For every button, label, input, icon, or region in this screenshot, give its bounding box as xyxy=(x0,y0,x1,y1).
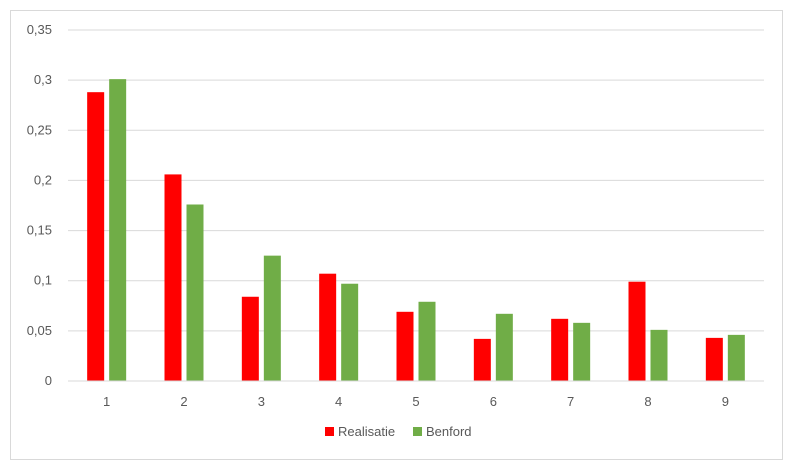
bar-realisatie-3 xyxy=(241,296,259,381)
bar-realisatie-6 xyxy=(473,338,491,381)
x-tick-label: 5 xyxy=(412,394,419,409)
bar-realisatie-9 xyxy=(705,337,723,381)
bar-realisatie-8 xyxy=(628,281,646,381)
x-tick-label: 3 xyxy=(258,394,265,409)
bar-benford-6 xyxy=(495,313,513,381)
bar-realisatie-4 xyxy=(319,273,337,381)
legend-label-realisatie: Realisatie xyxy=(338,424,395,439)
bar-realisatie-2 xyxy=(164,174,182,381)
bar-realisatie-5 xyxy=(396,311,414,381)
bar-benford-7 xyxy=(573,322,591,381)
y-tick-label: 0,35 xyxy=(27,22,52,37)
y-tick-label: 0,25 xyxy=(27,122,52,137)
bar-benford-2 xyxy=(186,204,204,381)
legend-swatch-benford xyxy=(413,427,422,436)
y-axis: 0 0,05 0,1 0,15 0,2 0,25 0,3 0,35 xyxy=(27,22,52,388)
x-tick-label: 9 xyxy=(722,394,729,409)
legend-label-benford: Benford xyxy=(426,424,472,439)
bar-benford-4 xyxy=(341,283,359,381)
chart-frame xyxy=(10,10,783,460)
x-tick-label: 4 xyxy=(335,394,342,409)
y-tick-label: 0 xyxy=(45,373,52,388)
bar-benford-1 xyxy=(109,79,127,381)
y-tick-label: 0,05 xyxy=(27,323,52,338)
y-tick-label: 0,3 xyxy=(34,72,52,87)
bar-benford-3 xyxy=(263,255,281,381)
legend: Realisatie Benford xyxy=(325,424,472,439)
y-tick-label: 0,15 xyxy=(27,223,52,238)
legend-swatch-realisatie xyxy=(325,427,334,436)
x-tick-label: 6 xyxy=(490,394,497,409)
gridlines xyxy=(68,29,764,332)
x-axis: 1 2 3 4 5 6 7 8 9 xyxy=(68,380,764,409)
y-tick-label: 0,1 xyxy=(34,273,52,288)
bar-benford-5 xyxy=(418,301,436,381)
bars xyxy=(87,79,745,382)
bar-benford-8 xyxy=(650,329,668,381)
bar-benford-9 xyxy=(727,334,745,381)
x-tick-label: 7 xyxy=(567,394,574,409)
x-tick-label: 8 xyxy=(644,394,651,409)
x-tick-label: 2 xyxy=(180,394,187,409)
bar-realisatie-7 xyxy=(551,318,569,381)
x-tick-label: 1 xyxy=(103,394,110,409)
bar-realisatie-1 xyxy=(87,92,105,382)
y-tick-label: 0,2 xyxy=(34,172,52,187)
